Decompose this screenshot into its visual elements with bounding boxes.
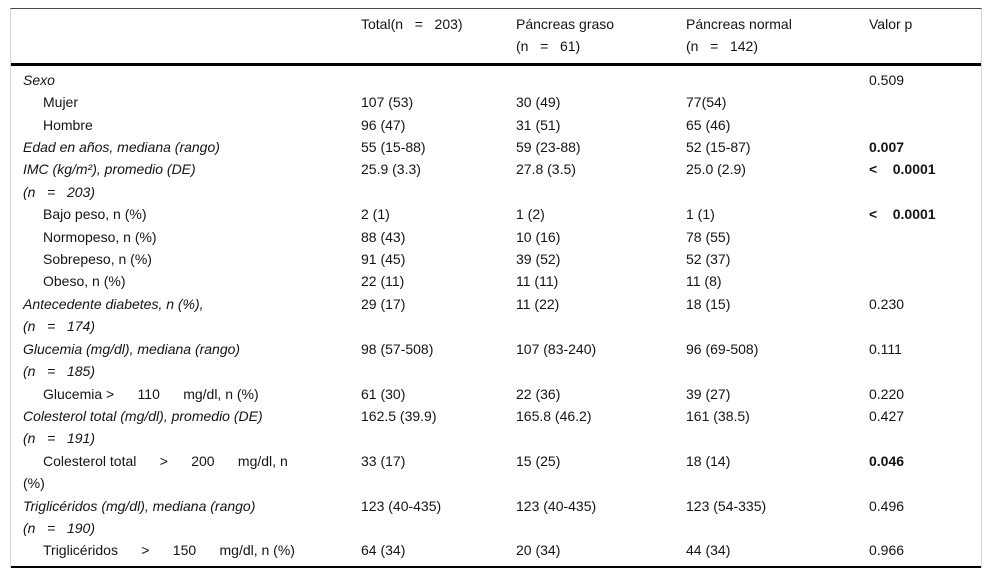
row-label: IMC (kg/m²), promedio (DE) (n = 203)	[23, 161, 196, 200]
row-label: Hombre	[43, 116, 93, 133]
cell-valor-p: 0.007	[869, 139, 905, 156]
table-row: Glucemia > 110 mg/dl, n (%) 61 (30) 22 (36…	[11, 383, 981, 405]
cell-total: 33 (17)	[361, 452, 406, 469]
table-row: Bajo peso, n (%) 2 (1) 1 (2) 1 (1) < 0.0001	[11, 203, 981, 225]
table-row: Triglicéridos (mg/dl), mediana (rango) (…	[11, 495, 981, 540]
header-total-column: Total(n = 203)	[361, 16, 463, 32]
cell-pancreas-normal: 11 (8)	[686, 273, 722, 290]
cell-pancreas-graso: 30 (49)	[516, 94, 561, 111]
cell-pancreas-graso: 59 (23-88)	[516, 139, 581, 156]
row-label: Edad en años, mediana (rango)	[23, 139, 220, 156]
table-row: Colesterol total > 200 mg/dl, n (%) 33 (1…	[11, 450, 981, 495]
table-row: Sobrepeso, n (%) 91 (45) 39 (52) 52 (37)	[11, 248, 981, 270]
cell-pancreas-normal: 161 (38.5)	[686, 407, 750, 424]
table-body: Sexo 0.509 Mujer 107 (53) 30 (49) 77(54) Hombr…	[11, 66, 981, 568]
cell-pancreas-graso: 20 (34)	[516, 542, 561, 559]
row-label: Mujer	[43, 94, 79, 111]
cell-pancreas-normal: 96 (69-508)	[686, 340, 759, 357]
table-row: Antecedente diabetes, n (%), (n = 174) 29…	[11, 293, 981, 338]
cell-pancreas-graso: 123 (40-435)	[516, 497, 597, 514]
header-valor-p-column: Valor p	[869, 16, 913, 32]
cell-valor-p: 0.046	[869, 452, 905, 469]
cell-pancreas-graso: 31 (51)	[516, 116, 561, 133]
table-row: Colesterol total (mg/dl), promedio (DE) …	[11, 405, 981, 450]
row-label: Triglicéridos (mg/dl), mediana (rango) (…	[23, 497, 256, 536]
cell-total: 22 (11)	[361, 273, 405, 290]
cell-valor-p: 0.427	[869, 407, 905, 424]
row-label: Antecedente diabetes, n (%), (n = 174)	[23, 295, 204, 335]
row-label: Colesterol total > 200 mg/dl, n (%)	[23, 452, 288, 492]
header-pancreas-normal-column: Páncreas normal (n = 142)	[686, 16, 792, 55]
cell-pancreas-graso: 22 (36)	[516, 385, 561, 402]
cell-pancreas-graso: 27.8 (3.5)	[516, 161, 576, 178]
cell-total: 91 (45)	[361, 251, 406, 268]
cell-pancreas-graso: 165.8 (46.2)	[516, 407, 592, 424]
row-label: Sobrepeso, n (%)	[43, 251, 152, 268]
row-label: Sexo	[23, 71, 55, 88]
table-row: Obeso, n (%) 22 (11) 11 (11) 11 (8)	[11, 270, 981, 292]
row-label: Triglicéridos > 150 mg/dl, n (%)	[43, 542, 295, 559]
cell-total: 107 (53)	[361, 94, 414, 111]
cell-valor-p: 0.111	[869, 340, 902, 357]
cell-pancreas-graso: 11 (22)	[516, 295, 560, 312]
cell-pancreas-normal: 77(54)	[686, 94, 727, 111]
cell-pancreas-normal: 39 (27)	[686, 385, 731, 402]
cell-valor-p: 0.966	[869, 542, 905, 559]
cell-pancreas-normal: 52 (15-87)	[686, 139, 751, 156]
cell-pancreas-graso: 15 (25)	[516, 452, 561, 469]
cell-pancreas-normal: 123 (54-335)	[686, 497, 767, 514]
cell-total: 61 (30)	[361, 385, 406, 402]
cell-pancreas-normal: 52 (37)	[686, 251, 731, 268]
cell-pancreas-graso: 107 (83-240)	[516, 340, 597, 357]
table-row: Sexo 0.509	[11, 69, 981, 91]
cell-pancreas-graso: 1 (2)	[516, 206, 545, 223]
row-label: Glucemia > 110 mg/dl, n (%)	[43, 385, 259, 402]
table-row: Mujer 107 (53) 30 (49) 77(54)	[11, 91, 981, 113]
row-label: Normopeso, n (%)	[43, 228, 157, 245]
cell-pancreas-graso: 10 (16)	[516, 228, 561, 245]
row-label: Obeso, n (%)	[43, 273, 126, 290]
table-row: Hombre 96 (47) 31 (51) 65 (46)	[11, 114, 981, 136]
cell-total: 123 (40-435)	[361, 497, 442, 514]
cell-total: 64 (34)	[361, 542, 406, 559]
table-row: Edad en años, mediana (rango) 55 (15-88) 5…	[11, 136, 981, 158]
clinical-characteristics-table: Total(n = 203) Páncreas graso (n = 61) P…	[10, 8, 982, 568]
cell-valor-p: 0.496	[869, 497, 905, 514]
row-label: Glucemia (mg/dl), mediana (rango) (n = 1…	[23, 340, 241, 380]
cell-total: 88 (43)	[361, 228, 406, 245]
header-pancreas-graso-column: Páncreas graso (n = 61)	[516, 16, 615, 55]
cell-total: 2 (1)	[361, 206, 390, 223]
cell-valor-p: 0.220	[869, 385, 905, 402]
cell-pancreas-normal: 1 (1)	[686, 206, 715, 223]
cell-pancreas-graso: 11 (11)	[516, 273, 559, 290]
row-label: Colesterol total (mg/dl), promedio (DE) …	[23, 407, 263, 447]
cell-pancreas-normal: 18 (15)	[686, 295, 731, 312]
table-row: IMC (kg/m²), promedio (DE) (n = 203) 25.9…	[11, 158, 981, 203]
cell-valor-p: 0.230	[869, 295, 905, 312]
cell-valor-p: 0.509	[869, 71, 905, 88]
cell-total: 98 (57-508)	[361, 340, 434, 357]
cell-pancreas-normal: 44 (34)	[686, 542, 731, 559]
cell-total: 55 (15-88)	[361, 139, 426, 156]
cell-pancreas-normal: 65 (46)	[686, 116, 731, 133]
cell-pancreas-normal: 18 (14)	[686, 452, 731, 469]
table-header-row: Total(n = 203) Páncreas graso (n = 61) P…	[11, 9, 981, 66]
table-row: Normopeso, n (%) 88 (43) 10 (16) 78 (55)	[11, 226, 981, 248]
cell-valor-p: < 0.0001	[869, 161, 936, 178]
cell-pancreas-graso: 39 (52)	[516, 251, 561, 268]
table-row: Triglicéridos > 150 mg/dl, n (%) 64 (34) 2…	[11, 539, 981, 561]
cell-total: 162.5 (39.9)	[361, 407, 437, 424]
table-row: Glucemia (mg/dl), mediana (rango) (n = 1…	[11, 338, 981, 383]
row-label: Bajo peso, n (%)	[43, 206, 147, 223]
cell-pancreas-normal: 25.0 (2.9)	[686, 161, 746, 178]
cell-total: 96 (47)	[361, 116, 406, 133]
cell-total: 29 (17)	[361, 295, 406, 312]
cell-pancreas-normal: 78 (55)	[686, 228, 731, 245]
cell-total: 25.9 (3.3)	[361, 161, 421, 178]
cell-valor-p: < 0.0001	[869, 206, 936, 223]
